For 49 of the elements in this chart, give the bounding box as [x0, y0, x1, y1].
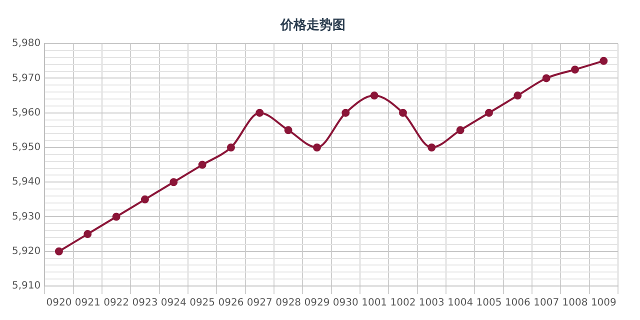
x-tick-label: 1008	[562, 298, 588, 309]
y-tick-label: 5,930	[12, 211, 41, 222]
y-tick-label: 5,920	[12, 246, 41, 257]
chart-title: 价格走势图	[280, 17, 346, 34]
point	[484, 108, 493, 117]
x-tick-label: 0927	[246, 298, 272, 309]
x-tick-label: 1009	[590, 298, 616, 309]
point	[398, 108, 407, 117]
x-tick-label: 0922	[104, 298, 130, 309]
x-tick-label: 0929	[304, 298, 330, 309]
y-tick-label: 5,910	[12, 280, 41, 292]
x-tick-label: 1005	[476, 298, 502, 309]
point	[542, 74, 550, 82]
y-tick-label: 5,970	[12, 72, 41, 84]
point	[456, 126, 464, 134]
x-tick-label: 1001	[362, 298, 388, 309]
point	[284, 126, 292, 134]
point	[514, 92, 522, 100]
x-tick-label: 0925	[190, 298, 216, 309]
y-tick-label: 5,940	[12, 176, 41, 188]
point	[170, 178, 178, 186]
point	[600, 56, 608, 65]
point	[140, 195, 149, 204]
point	[226, 143, 235, 152]
point	[428, 143, 436, 152]
x-tick-label: 0924	[160, 298, 186, 309]
point	[112, 212, 120, 221]
x-tick-label: 1004	[448, 298, 474, 309]
x-tick-label: 1006	[504, 298, 530, 309]
x-tick-label: 1002	[390, 298, 416, 309]
point	[570, 66, 579, 74]
x-tick-label: 0928	[276, 298, 302, 309]
point	[312, 143, 321, 152]
x-tick-label: 0921	[74, 298, 100, 309]
x-tick-label: 1007	[534, 298, 560, 309]
point	[54, 247, 63, 256]
point	[342, 108, 350, 117]
y-tick-label: 5,950	[12, 142, 41, 154]
point	[256, 108, 264, 117]
x-tick-label: 0920	[46, 298, 72, 309]
point	[84, 230, 92, 238]
x-tick-label: 0923	[132, 298, 158, 309]
x-tick-label: 0926	[218, 298, 244, 309]
y-tick-label: 5,960	[12, 107, 41, 118]
point	[370, 92, 378, 100]
y-tick-label: 5,980	[12, 38, 41, 50]
point	[198, 160, 206, 169]
x-tick-label: 0930	[332, 298, 358, 309]
x-tick-label: 1003	[418, 298, 444, 309]
